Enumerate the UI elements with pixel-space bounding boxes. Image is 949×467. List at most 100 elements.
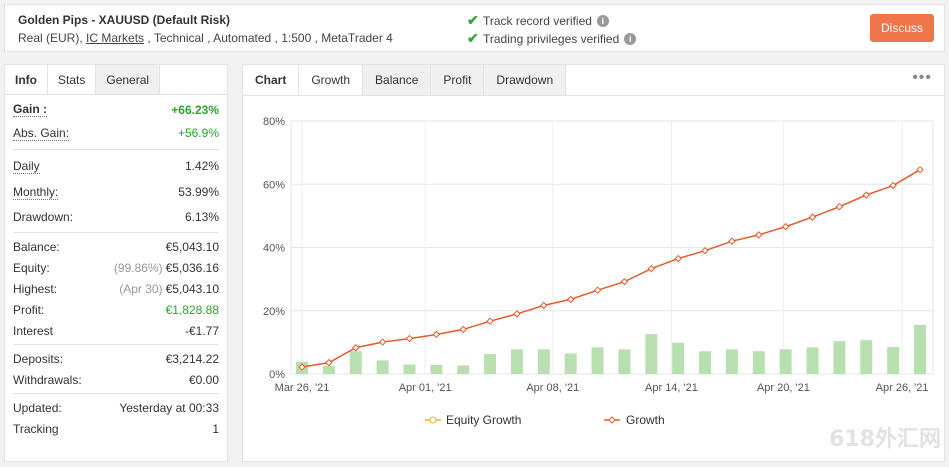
gain-label[interactable]: Gain : [13,102,48,117]
y-tick-label: 80% [263,116,285,128]
growth-line [301,169,921,368]
more-options-icon[interactable]: ••• [912,69,932,86]
growth-point [352,344,360,352]
equity-row: Equity: (99.86%) €5,036.16 [13,257,219,278]
daily-bar [430,364,443,374]
tab-balance[interactable]: Balance [363,65,432,95]
tab-chart[interactable]: Chart [243,65,300,95]
daily-bar [779,349,792,374]
growth-point [540,301,548,310]
stats-list: Gain : +66.23% Abs. Gain: +56.9% Daily 1… [5,95,227,439]
discuss-button[interactable]: Discuss [870,14,934,42]
x-tick-label: Apr 20, '21 [757,382,810,394]
gain-value: +66.23% [171,102,219,117]
daily-label[interactable]: Daily [13,158,40,174]
tracking-label: Tracking [13,421,59,436]
account-details: , Technical , Automated , 1:500 , MetaTr… [144,31,393,45]
interest-row: Interest -€1.77 [13,320,219,341]
profit-row: Profit: €1,828.88 [13,299,219,320]
balance-label: Balance: [13,239,60,254]
growth-point [620,277,629,286]
daily-bar [564,353,577,374]
tracking-row: Tracking 1 [13,418,219,439]
daily-bar [914,324,926,374]
daily-bar [403,364,416,374]
x-tick-label: Mar 26, '21 [275,382,330,394]
growth-point [916,165,924,174]
daily-bar [457,365,470,374]
interest-label: Interest [13,323,54,338]
info-icon[interactable]: i [624,32,637,45]
monthly-row: Monthly: 53.99% [13,179,219,205]
growth-point [674,254,682,263]
tab-info[interactable]: Info [5,65,48,94]
growth-point [755,231,763,239]
account-type: Real (EUR), [18,31,87,45]
abs-gain-label[interactable]: Abs. Gain: [13,125,70,141]
tab-general[interactable]: General [96,65,161,94]
drawdown-label: Drawdown: [13,210,74,224]
divider [13,232,219,233]
daily-bar [376,360,389,374]
divider [13,393,219,394]
track-record-label: Track record verified [483,13,592,28]
growth-point [889,181,897,190]
gain-row: Gain : +66.23% [13,99,219,120]
chart-panel: Chart Growth Balance Profit Drawdown •••… [242,64,945,462]
account-header: Golden Pips - XAUUSD (Default Risk) Real… [4,4,945,52]
check-icon: ✔ [467,30,479,46]
chart-tabs: Chart Growth Balance Profit Drawdown [243,65,944,96]
withdrawals-value: €0.00 [188,372,219,387]
tab-growth[interactable]: Growth [299,65,364,95]
daily-bar [887,347,900,374]
info-icon[interactable]: i [596,14,609,27]
x-tick-label: Apr 08, '21 [526,382,579,394]
growth-point [701,246,709,255]
trading-privileges-label: Trading privileges verified [483,31,620,46]
stats-panel: Info Stats General Gain : +66.23% Abs. G… [4,64,228,462]
growth-point [728,237,736,245]
growth-point [405,334,414,343]
profit-value: €1,828.88 [165,302,219,317]
x-tick-label: Apr 26, '21 [876,382,929,394]
divider [13,149,219,150]
monthly-label[interactable]: Monthly: [13,184,59,200]
highest-date: (Apr 30) [119,281,163,296]
daily-row: Daily 1.42% [13,153,219,179]
deposits-row: Deposits: €3,214.22 [13,348,219,369]
balance-value: €5,043.10 [165,239,219,254]
growth-point [432,330,441,339]
legend-growth-label: Growth [626,413,665,427]
daily-bar [591,347,604,374]
legend-growth-marker [608,416,616,424]
abs-gain-row: Abs. Gain: +56.9% [13,120,219,146]
highest-row: Highest: (Apr 30) €5,043.10 [13,278,219,299]
tab-stats[interactable]: Stats [48,65,97,94]
y-tick-label: 0% [269,369,285,381]
daily-bar [699,351,712,374]
equity-value: (99.86%) €5,036.16 [114,261,219,275]
legend-equity-label: Equity Growth [446,413,521,427]
tab-drawdown[interactable]: Drawdown [484,65,567,95]
growth-point [593,286,602,294]
growth-point [325,358,333,367]
watermark: 618外汇网 [829,427,941,452]
growth-point [862,191,870,199]
daily-bar [672,342,685,374]
stats-tabs: Info Stats General [5,65,227,95]
abs-gain-value: +56.9% [177,126,219,140]
daily-bar [537,349,550,374]
daily-bar [322,365,335,374]
tab-profit[interactable]: Profit [431,65,485,95]
growth-point [566,295,575,304]
equity-label: Equity: [13,260,50,275]
drawdown-value: 6.13% [184,210,219,224]
x-tick-label: Apr 01, '21 [399,382,452,394]
account-title: Golden Pips - XAUUSD (Default Risk) [18,13,231,27]
daily-bar [349,351,362,374]
withdrawals-label: Withdrawals: [13,372,82,387]
highest-label: Highest: [13,281,58,296]
broker-link[interactable]: IC Markets [86,31,145,45]
growth-point [378,338,387,346]
growth-point [781,222,790,231]
